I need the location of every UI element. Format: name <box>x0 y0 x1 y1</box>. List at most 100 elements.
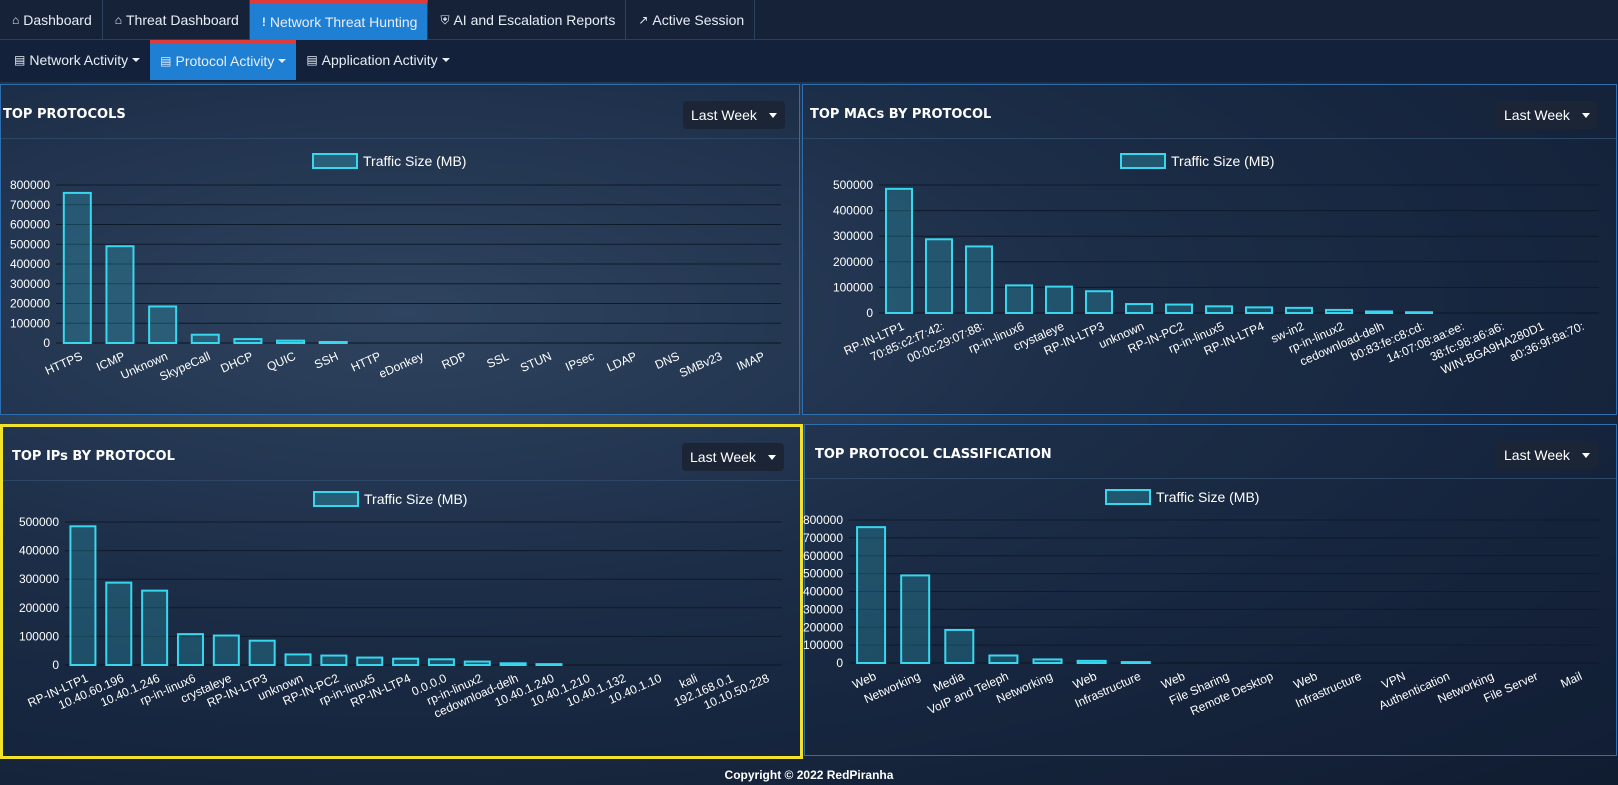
nav-active-session[interactable]: ↗ Active Session <box>626 0 756 40</box>
chart-bar <box>1076 659 1107 664</box>
chart-bar <box>176 633 204 666</box>
y-tick-label: 500000 <box>833 178 873 192</box>
time-range-select[interactable]: Last Week <box>1496 101 1598 129</box>
caret-down-icon <box>768 455 776 460</box>
chart-bar <box>856 526 887 665</box>
y-tick-label: 200000 <box>803 620 843 634</box>
y-tick-label: 700000 <box>10 198 50 212</box>
chart-bar <box>1085 290 1113 315</box>
chart-bar <box>148 305 178 344</box>
line-chart-icon: ↗ <box>638 13 649 27</box>
panel-top-protocols: TOP PROTOCOLS Last Week Traffic Size (MB… <box>0 84 800 415</box>
caret-down-icon <box>441 58 450 62</box>
y-tick-label: 100000 <box>10 316 50 330</box>
chart-bar <box>69 525 97 667</box>
chart-bar <box>1165 303 1193 315</box>
y-tick-label: 400000 <box>19 544 59 558</box>
chart-bar <box>105 245 135 345</box>
y-tick-label: 0 <box>52 658 59 672</box>
y-tick-label: 300000 <box>833 229 873 243</box>
legend-label: Traffic Size (MB) <box>1171 153 1274 169</box>
caret-down-icon <box>278 59 287 63</box>
bar-chart-icon: ▤ <box>306 53 318 67</box>
y-tick-label: 0 <box>866 306 873 320</box>
y-tick-label: 600000 <box>10 218 50 232</box>
nav-network-threat-hunting[interactable]: ! Network Threat Hunting <box>249 0 429 40</box>
chart-bar <box>1120 661 1151 664</box>
legend-label: Traffic Size (MB) <box>363 153 466 169</box>
y-tick-label: 700000 <box>803 531 843 545</box>
y-tick-label: 200000 <box>833 255 873 269</box>
panel-top-ips-by-protocol: TOP IPs BY PROTOCOL Last Week Traffic Si… <box>0 424 803 759</box>
time-range-value: Last Week <box>1504 107 1570 123</box>
y-tick-label: 100000 <box>19 629 59 643</box>
y-tick-label: 400000 <box>833 204 873 218</box>
y-tick-label: 0 <box>43 336 50 350</box>
y-tick-label: 300000 <box>10 277 50 291</box>
y-tick-label: 500000 <box>10 237 50 251</box>
nav-threat-dashboard[interactable]: ⌂ Threat Dashboard <box>103 0 250 40</box>
y-tick-label: 800000 <box>803 513 843 527</box>
legend-label: Traffic Size (MB) <box>1156 489 1259 505</box>
chart-bar <box>1285 306 1313 315</box>
footer-copyright: Copyright © 2022 RedPiranha <box>724 768 894 782</box>
y-tick-label: 500000 <box>803 567 843 581</box>
legend-swatch <box>313 491 359 507</box>
y-tick-label: 100000 <box>803 638 843 652</box>
bar-chart: Traffic Size (MB) 800000 700000 600000 50000… <box>803 489 1599 718</box>
panel-title: TOP MACs BY PROTOCOL <box>810 107 992 122</box>
x-tick-label: IMAP <box>734 349 767 374</box>
time-range-select[interactable]: Last Week <box>682 443 784 471</box>
chart-bar <box>190 333 220 345</box>
panel-top-macs-by-protocol: TOP MACs BY PROTOCOL Last Week Traffic S… <box>802 84 1617 415</box>
chart-bar <box>427 658 455 666</box>
sub-navbar: ▤ Network Activity ▤ Protocol Activity ▤… <box>0 40 1618 82</box>
panel-title: TOP PROTOCOLS <box>3 107 126 122</box>
nav-ai-escalation-reports-label: AI and Escalation Reports <box>453 12 616 28</box>
chart-bar <box>356 656 384 666</box>
subnav-protocol-activity-label: Protocol Activity <box>175 53 275 69</box>
chart-bar <box>499 662 527 666</box>
subnav-application-activity[interactable]: ▤ Application Activity <box>296 40 459 80</box>
legend-swatch <box>312 153 358 169</box>
exclamation-icon: ! <box>261 15 266 29</box>
chart-bar <box>318 341 348 345</box>
chart-bar <box>1205 305 1233 314</box>
nav-ai-escalation-reports[interactable]: ⛨ AI and Escalation Reports <box>428 0 627 40</box>
time-range-value: Last Week <box>691 107 757 123</box>
x-tick-label: HTTPS <box>43 349 85 378</box>
panel-header: TOP PROTOCOLS Last Week <box>1 85 799 139</box>
chart-bar <box>944 628 975 664</box>
panel-header: TOP IPs BY PROTOCOL Last Week <box>3 427 800 481</box>
x-tick-label: IPsec <box>563 349 596 374</box>
panel-top-protocol-classification: TOP PROTOCOL CLASSIFICATION Last Week Tr… <box>803 424 1617 756</box>
bar-chart-icon: ▤ <box>14 53 26 67</box>
nav-network-threat-hunting-label: Network Threat Hunting <box>269 14 418 30</box>
legend-label: Traffic Size (MB) <box>364 491 467 507</box>
subnav-protocol-activity[interactable]: ▤ Protocol Activity <box>150 40 297 80</box>
subnav-network-activity[interactable]: ▤ Network Activity <box>4 40 150 80</box>
panel-header: TOP PROTOCOL CLASSIFICATION Last Week <box>805 425 1616 479</box>
nav-dashboard[interactable]: ⌂ Dashboard <box>0 0 103 40</box>
time-range-select[interactable]: Last Week <box>683 101 785 129</box>
chart-bar <box>1045 285 1073 315</box>
chart-bar <box>141 589 169 666</box>
chart-bar <box>900 574 931 665</box>
top-navbar: ⌂ Dashboard ⌂ Threat Dashboard ! Network… <box>0 0 1618 40</box>
chart-bar <box>1245 306 1273 314</box>
y-tick-label: 300000 <box>19 572 59 586</box>
x-tick-label: RDP <box>440 349 469 372</box>
time-range-select[interactable]: Last Week <box>1496 441 1598 469</box>
chart-bar <box>965 245 993 314</box>
subnav-application-activity-label: Application Activity <box>321 52 438 68</box>
chart-bar <box>1365 310 1393 315</box>
chart-bar <box>320 654 348 666</box>
nav-dashboard-label: Dashboard <box>23 12 92 28</box>
y-tick-label: 400000 <box>10 257 50 271</box>
chart-bar <box>885 187 913 314</box>
bar-chart: Traffic Size (MB) 500000 400000 300000 20000… <box>19 491 782 721</box>
time-range-value: Last Week <box>690 449 756 465</box>
x-tick-label: Mail <box>1558 669 1584 691</box>
x-tick-label: kali <box>677 671 699 691</box>
x-tick-label: DHCP <box>218 349 255 376</box>
